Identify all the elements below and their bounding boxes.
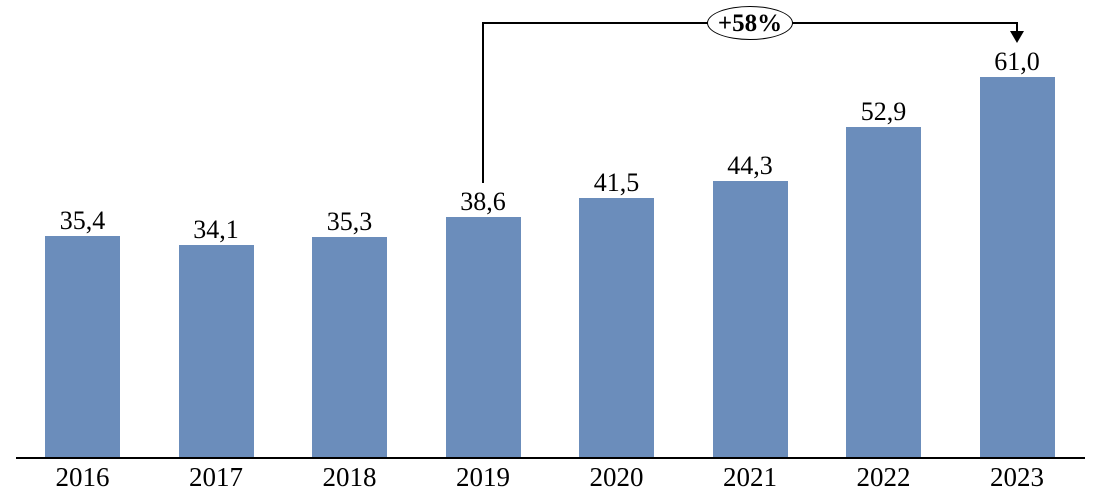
annotation-ellipse: +58% [707, 6, 793, 40]
x-tick-label: 2017 [189, 462, 243, 492]
bar-2022 [846, 127, 921, 457]
bar-value-label: 35,4 [59, 206, 106, 235]
bar-value-label: 44,3 [727, 151, 773, 180]
x-axis-line [16, 457, 1085, 459]
annotation-growth-label: +58% [717, 9, 783, 37]
x-tick-label: 2019 [456, 462, 510, 492]
x-tick-label: 2022 [856, 462, 911, 492]
x-tick-label: 2016 [55, 462, 110, 492]
bar-value-label: 52,9 [860, 97, 907, 126]
bar-2021 [712, 181, 788, 457]
bar-value-label: 61,0 [994, 47, 1040, 76]
bar-2023 [979, 77, 1055, 457]
bar-value-label: 41,5 [593, 168, 640, 197]
bracket-arrow-stub [1016, 22, 1018, 33]
bar-value-label: 35,3 [326, 207, 373, 236]
bracket-vertical-line [482, 22, 484, 183]
bar-2016 [45, 236, 120, 457]
bar-2019 [445, 217, 521, 457]
arrowhead-down-icon [1010, 31, 1024, 43]
bar-2020 [579, 198, 654, 457]
bar-value-label: 34,1 [193, 215, 239, 244]
bar-2017 [178, 245, 254, 457]
x-tick-label: 2023 [990, 462, 1044, 492]
x-tick-label: 2020 [589, 462, 644, 492]
x-tick-label: 2018 [322, 462, 377, 492]
x-tick-label: 2021 [723, 462, 777, 492]
bar-value-label: 38,6 [460, 187, 506, 216]
bar-2018 [312, 237, 387, 457]
